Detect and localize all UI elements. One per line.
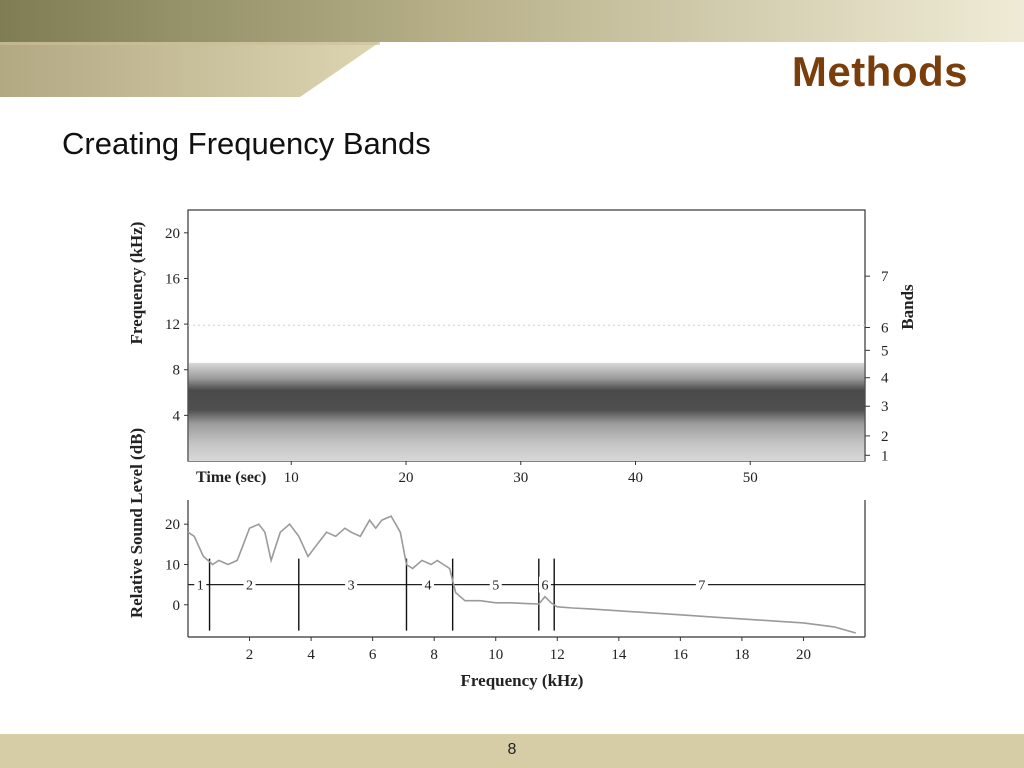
band-number-label: 7: [881, 269, 889, 285]
spectrogram-x-tick-label: 40: [628, 470, 643, 486]
page-number: 8: [507, 741, 517, 758]
spectrum-x-tick-label: 2: [246, 647, 254, 663]
spectrum-y-axis-label: Relative Sound Level (dB): [127, 428, 146, 618]
band-label: 2: [246, 579, 253, 594]
spectrum-curve: [187, 515, 857, 634]
band-number-label: 2: [881, 429, 889, 445]
bands-axis-label: Bands: [898, 284, 917, 330]
spectrum-y-tick-label: 20: [165, 517, 180, 533]
band-label-bg: [194, 576, 207, 593]
spectrogram-x-tick-label: 10: [284, 470, 299, 486]
spectrum-x-tick-label: 16: [673, 647, 689, 663]
spectrogram-y-axis-label: Frequency (kHz): [127, 222, 146, 345]
spectrum-x-tick-label: 8: [430, 647, 438, 663]
band-number-label: 4: [881, 371, 889, 387]
spectrogram-y-tick-label: 16: [165, 271, 181, 287]
spectrogram-x-axis-label: Time (sec): [196, 469, 266, 486]
spectrum-x-tick-label: 12: [550, 647, 565, 663]
spectrum-x-tick-label: 10: [488, 647, 503, 663]
band-label-bg: [489, 576, 502, 593]
spectrum-x-tick-label: 6: [369, 647, 377, 663]
band-number-label: 5: [881, 343, 889, 359]
spectrogram-y-tick-label: 8: [173, 363, 181, 379]
band-number-label: 6: [881, 321, 889, 337]
band-label: 7: [698, 579, 705, 594]
spectrogram-x-tick-label: 20: [399, 470, 414, 486]
footer-bar: 8: [0, 734, 1024, 768]
band-label-bg: [695, 576, 708, 593]
spectrum-x-tick-label: 4: [307, 647, 315, 663]
band-number-label: 3: [881, 399, 889, 415]
spectrum-x-tick-label: 20: [796, 647, 811, 663]
header-band: [0, 0, 1024, 97]
spectrum-y-tick-label: 0: [173, 598, 181, 614]
band-label: 1: [197, 579, 204, 594]
band-label: 3: [348, 579, 355, 594]
band-label: 5: [492, 579, 499, 594]
band-label: 6: [541, 579, 548, 594]
band-label-bg: [538, 576, 551, 593]
spectrum-x-tick-label: 18: [734, 647, 749, 663]
spectrogram-x-tick-label: 30: [513, 470, 528, 486]
slide-title: Methods: [791, 48, 968, 95]
band-label-bg: [243, 576, 256, 593]
spectrogram-x-tick-label: 50: [743, 470, 758, 486]
band-label: 4: [425, 579, 432, 594]
spectrum-y-tick-label: 10: [165, 557, 180, 573]
band-label-bg: [422, 576, 435, 593]
spectrogram-y-tick-label: 20: [165, 226, 180, 242]
spectrum-x-tick-label: 14: [611, 647, 627, 663]
slide-subtitle: Creating Frequency Bands: [62, 126, 431, 161]
band-number-label: 1: [881, 448, 889, 464]
spectrum-x-axis-label: Frequency (kHz): [461, 671, 584, 690]
spectrogram-low-frequency-noise: [188, 362, 865, 461]
spectrogram-y-tick-label: 12: [165, 317, 180, 333]
band-label-bg: [345, 576, 358, 593]
spectrogram-y-tick-label: 4: [173, 408, 181, 424]
